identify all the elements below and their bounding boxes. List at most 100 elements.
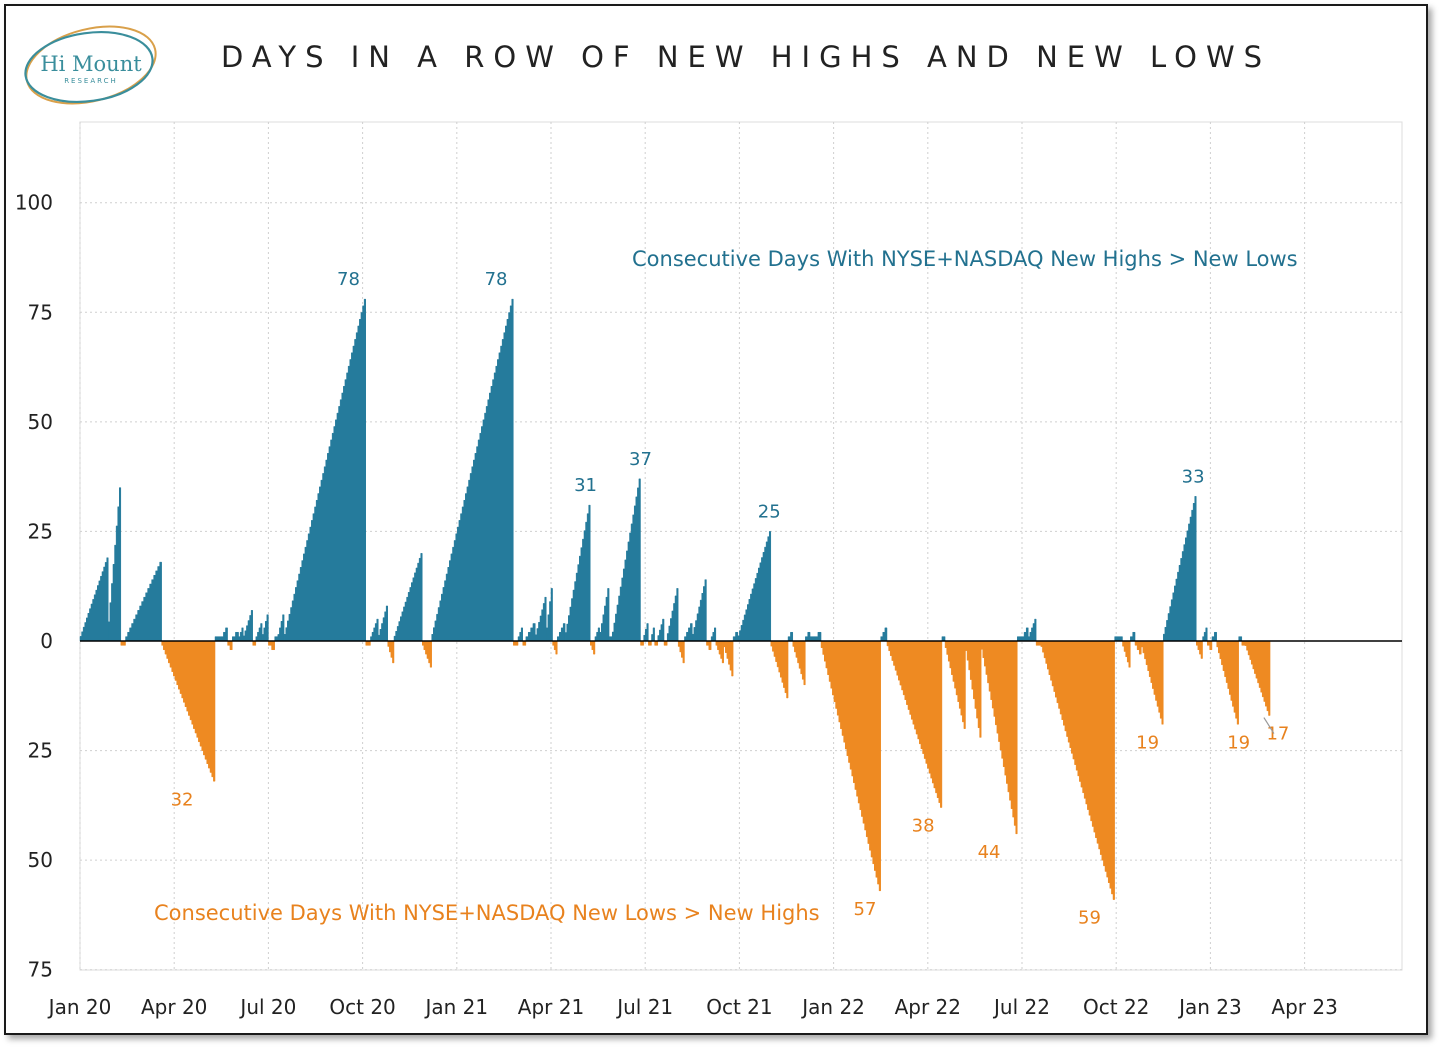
high-streak-bar <box>692 579 707 642</box>
high-streak-bar <box>1211 631 1217 642</box>
low-streak-bar <box>1207 640 1213 651</box>
low-streak-bar <box>227 640 233 651</box>
low-streak-bar <box>792 640 806 686</box>
x-tick-label: Jan 22 <box>800 995 865 1019</box>
peak-label-high: 37 <box>629 449 652 470</box>
high-streak-bar <box>238 627 244 642</box>
low-streak-bar <box>387 640 395 664</box>
logo: Hi Mount RESEARCH <box>24 25 157 105</box>
high-streak-bar <box>243 610 253 642</box>
peak-labels: 78 78 31 37 25 33 32 57 38 44 59 19 19 17 <box>171 269 1290 928</box>
x-tick-label: Jul 21 <box>615 995 673 1019</box>
low-streak-bar <box>1040 640 1115 900</box>
x-axis: Jan 20 Apr 20 Jul 20 Oct 20 Jan 21 Apr 21 Jul … <box>47 995 1338 1019</box>
legend-lows: Consecutive Days With NYSE+NASDAQ New Lo… <box>154 901 820 925</box>
low-streak-bar <box>820 640 881 892</box>
peak-label-high: 78 <box>485 269 508 290</box>
high-streak-bar <box>1202 627 1208 642</box>
high-streak-bar <box>525 623 536 642</box>
peak-label-high: 31 <box>574 475 597 496</box>
high-streak-bar <box>557 623 566 642</box>
x-tick-label: Oct 22 <box>1083 995 1149 1019</box>
high-streak-bar <box>1021 627 1029 642</box>
y-tick-label: 50 <box>28 410 53 434</box>
high-streak-bar <box>221 627 228 642</box>
peak-label-low: 17 <box>1266 724 1289 745</box>
high-streak-bar <box>125 561 162 642</box>
low-streak-bar <box>723 640 734 677</box>
peak-label-low: 38 <box>912 816 935 837</box>
x-tick-label: Jul 20 <box>238 995 296 1019</box>
high-streak-bar <box>517 627 523 642</box>
high-streak-bar <box>599 588 610 642</box>
high-streak-bar <box>283 298 366 642</box>
low-streak-bar <box>1196 640 1203 659</box>
high-streak-bar <box>657 618 665 642</box>
low-streak-bar <box>715 640 724 664</box>
low-streak-bar <box>1141 640 1164 725</box>
low-streak-bar <box>161 640 216 782</box>
x-tick-label: Jan 20 <box>47 995 112 1019</box>
x-tick-label: Apr 23 <box>1271 995 1337 1019</box>
high-streak-bar <box>651 627 655 642</box>
y-axis: 100 75 50 25 0 25 50 75 <box>15 191 53 982</box>
low-streak-bar <box>677 640 685 664</box>
low-streak-bar <box>1134 640 1142 655</box>
x-tick-label: Jan 23 <box>1177 995 1242 1019</box>
y-tick-label: 25 <box>28 739 53 763</box>
peak-label-low: 19 <box>1136 732 1159 753</box>
high-streak-bar <box>643 623 649 642</box>
streak-bars <box>79 298 1271 900</box>
high-streak-bar <box>594 627 600 642</box>
peak-label-low: 44 <box>978 842 1001 863</box>
low-streak-bar <box>980 640 1018 835</box>
chart-title: DAYS IN A ROW OF NEW HIGHS AND NEW LOWS <box>221 40 1271 74</box>
high-streak-bar <box>546 588 553 642</box>
low-streak-bar <box>590 640 596 655</box>
x-tick-label: Oct 21 <box>706 995 772 1019</box>
high-streak-bar <box>378 605 388 642</box>
low-streak-bar <box>552 640 558 655</box>
high-streak-bar <box>232 631 239 642</box>
low-streak-bar <box>1244 640 1271 716</box>
x-tick-label: Jul 22 <box>992 995 1050 1019</box>
high-streak-bar <box>108 487 122 642</box>
high-streak-bar <box>255 623 263 642</box>
y-tick-label: 100 <box>15 191 53 215</box>
x-tick-label: Apr 20 <box>141 995 207 1019</box>
legend-highs: Consecutive Days With NYSE+NASDAQ New Hi… <box>632 247 1298 271</box>
high-streak-bar <box>611 478 641 642</box>
high-streak-bar <box>1028 618 1037 642</box>
peak-label-low: 57 <box>854 899 877 920</box>
high-streak-bar <box>805 631 811 642</box>
peak-label-high: 25 <box>758 501 781 522</box>
peak-leader-line <box>1263 717 1275 734</box>
high-streak-bar <box>814 631 822 642</box>
high-streak-bar <box>666 588 679 642</box>
y-tick-label: 0 <box>40 629 53 653</box>
high-streak-bar <box>1163 496 1197 642</box>
x-tick-label: Apr 22 <box>895 995 961 1019</box>
high-streak-bar <box>710 627 717 642</box>
high-streak-bar <box>684 623 693 642</box>
high-streak-bar <box>737 531 772 642</box>
low-streak-bar <box>706 640 712 651</box>
y-tick-label: 75 <box>28 300 53 324</box>
x-tick-label: Jan 21 <box>423 995 488 1019</box>
low-streak-bar <box>965 640 982 738</box>
high-streak-bar <box>1130 631 1136 642</box>
low-streak-bar <box>770 640 789 699</box>
peak-label-high: 78 <box>337 269 360 290</box>
logo-sub: RESEARCH <box>64 77 118 85</box>
high-streak-bar <box>564 504 591 642</box>
peak-label-low: 59 <box>1078 908 1101 929</box>
low-streak-bar <box>944 640 966 729</box>
high-streak-bar <box>732 631 739 642</box>
logo-ring-inner <box>24 31 154 103</box>
peak-label-low: 32 <box>171 789 194 810</box>
logo-name: Hi Mount <box>40 52 142 76</box>
high-streak-bar <box>370 618 379 642</box>
low-streak-bar <box>886 640 943 808</box>
high-streak-bar <box>393 553 423 642</box>
